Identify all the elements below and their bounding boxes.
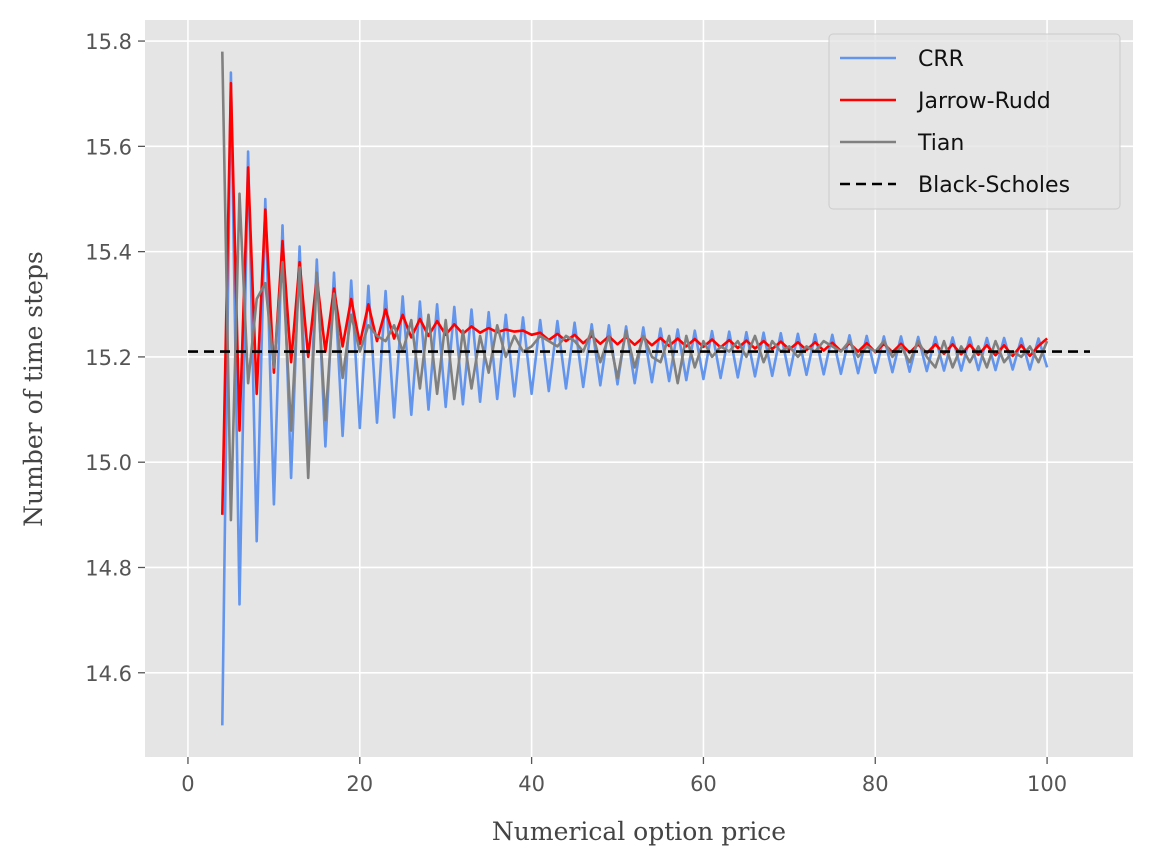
x-axis-title: Numerical option price	[492, 817, 786, 846]
x-tick-label: 100	[1027, 772, 1067, 796]
y-tick-label: 15.8	[85, 30, 132, 54]
y-axis-title: Number of time steps	[19, 251, 48, 527]
y-tick-label: 15.6	[85, 135, 132, 159]
x-tick-label: 60	[690, 772, 717, 796]
x-axis-ticks: 0 20 40 60 80 100	[181, 757, 1067, 796]
legend: CRR Jarrow-Rudd Tian Black-Scholes	[828, 33, 1121, 210]
legend-box	[828, 33, 1121, 210]
y-axis-ticks: 14.6 14.8 15.0 15.2 15.4 15.6 15.8	[85, 30, 145, 686]
legend-label-jarrow-rudd: Jarrow-Rudd	[916, 89, 1051, 114]
y-tick-label: 15.0	[85, 451, 132, 475]
x-tick-label: 40	[518, 772, 545, 796]
y-tick-label: 14.6	[85, 662, 132, 686]
y-tick-label: 15.2	[85, 346, 132, 370]
y-tick-label: 14.8	[85, 556, 132, 580]
legend-label-tian: Tian	[917, 131, 964, 156]
series-line-crr	[221, 71, 1049, 726]
series-line-tian	[221, 51, 1049, 522]
series-lines	[188, 51, 1090, 726]
x-tick-label: 80	[862, 772, 889, 796]
y-tick-label: 15.4	[85, 241, 132, 265]
legend-label-crr: CRR	[918, 47, 964, 72]
x-tick-label: 0	[181, 772, 194, 796]
legend-label-black-scholes: Black-Scholes	[918, 173, 1070, 198]
x-tick-label: 20	[346, 772, 373, 796]
